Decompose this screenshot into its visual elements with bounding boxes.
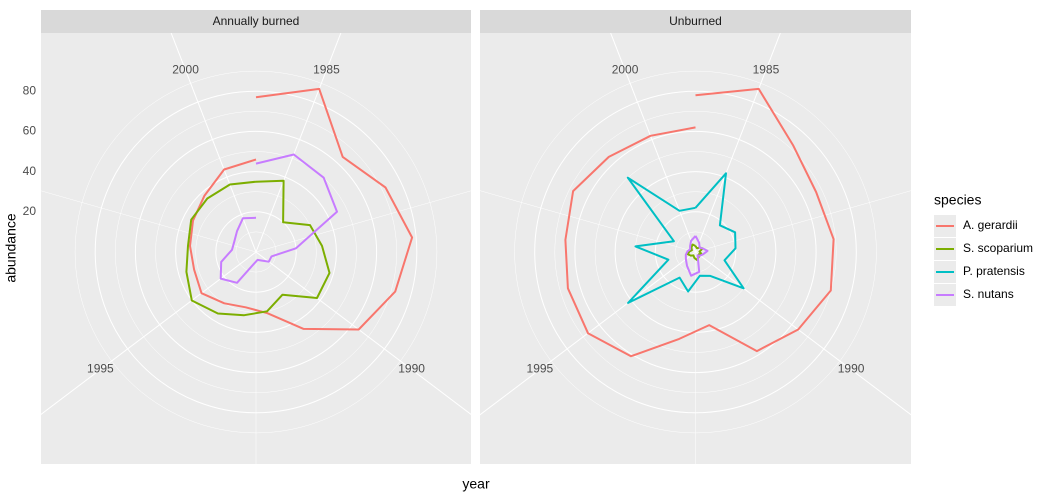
x-tick-label: 2000 <box>172 62 199 76</box>
panel-content <box>41 33 471 464</box>
panel-content <box>480 33 911 464</box>
grid-spoke <box>695 33 781 253</box>
grid-spoke <box>695 251 911 416</box>
strip <box>41 10 471 33</box>
y-tick-label: 80 <box>23 83 37 97</box>
x-tick-label: 1995 <box>527 362 554 376</box>
grid-spoke <box>41 251 257 415</box>
data-line <box>185 179 331 317</box>
strip-label: Annually burned <box>213 14 300 28</box>
minor-grid-spoke <box>695 190 911 253</box>
grid-spoke <box>610 33 696 253</box>
data-line <box>684 235 709 277</box>
x-tick-label: 1985 <box>753 62 780 76</box>
x-axis-title: year <box>462 476 490 492</box>
data-line <box>219 153 338 284</box>
data-line <box>626 172 745 304</box>
legend-label: A. gerardii <box>963 218 1018 232</box>
y-tick-label: 20 <box>23 204 37 218</box>
x-tick-label: 1995 <box>87 362 114 376</box>
y-tick-label: 60 <box>23 124 37 138</box>
legend-title: species <box>934 192 981 208</box>
data-line <box>564 87 835 358</box>
grid-spoke <box>255 251 471 415</box>
grid-spoke <box>170 33 257 253</box>
legend-label: S. nutans <box>963 287 1014 301</box>
x-tick-label: 2000 <box>612 62 639 76</box>
grid-spoke <box>255 33 342 253</box>
grid-spoke <box>480 251 696 416</box>
minor-grid-spoke <box>41 190 257 253</box>
x-tick-label: 1985 <box>313 62 340 76</box>
strip <box>480 10 911 33</box>
legend-label: S. scoparium <box>963 241 1033 255</box>
x-tick-label: 1990 <box>398 362 425 376</box>
strip-label: Unburned <box>669 14 722 28</box>
legend-label: P. pratensis <box>963 264 1025 278</box>
y-axis-title: abundance <box>3 213 19 283</box>
x-tick-label: 1990 <box>838 362 865 376</box>
minor-grid-spoke <box>480 190 696 253</box>
y-tick-label: 40 <box>23 164 37 178</box>
